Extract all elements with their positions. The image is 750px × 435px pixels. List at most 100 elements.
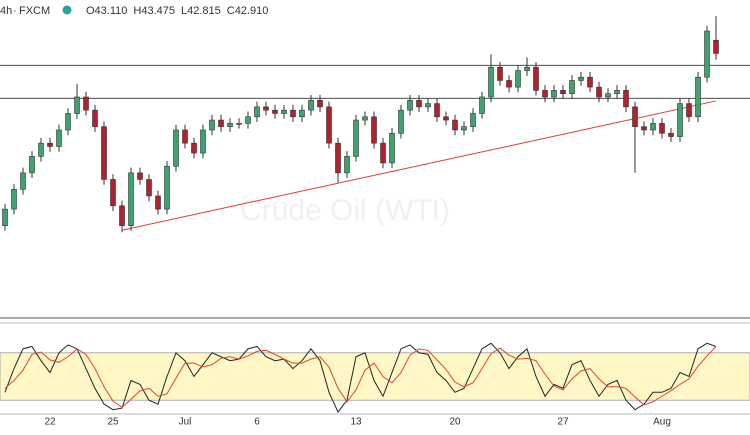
stochastic-line	[4, 346, 717, 408]
candle-body	[2, 208, 8, 226]
candle-body	[281, 109, 287, 114]
candle-body	[407, 99, 413, 111]
candle-body	[173, 129, 179, 167]
candle-body	[56, 129, 62, 147]
candle-body	[101, 126, 107, 180]
interval: 4h	[0, 5, 12, 17]
candle-body	[155, 195, 161, 210]
candle-body	[38, 142, 44, 157]
candle-body	[479, 96, 485, 114]
candle-body	[326, 106, 332, 144]
trendline	[121, 100, 717, 231]
candle-body	[110, 179, 116, 207]
candle-body	[290, 109, 296, 118]
candle-body	[488, 66, 494, 98]
candle-body	[209, 119, 215, 131]
candle-body	[695, 76, 701, 118]
candle-body	[470, 113, 476, 127]
ohlc-value: H43.475	[133, 5, 175, 17]
watermark: Crude Oil (WTI)	[240, 194, 450, 227]
candle-body	[74, 96, 80, 114]
candle-body	[272, 109, 278, 114]
candle-body	[533, 66, 539, 91]
candle-body	[83, 96, 89, 111]
candle-body	[650, 123, 656, 131]
x-tick-label: Aug	[653, 417, 671, 428]
candle-body	[200, 129, 206, 154]
candle-body	[578, 76, 584, 81]
candle-body	[641, 126, 647, 131]
x-tick-label: 25	[107, 417, 119, 428]
candle-body	[434, 103, 440, 118]
candle-body	[551, 90, 557, 98]
candle-body	[137, 172, 143, 180]
candle-body	[263, 106, 269, 111]
candle-body	[659, 123, 665, 134]
candle-body	[713, 39, 719, 54]
x-tick-label: 20	[449, 417, 461, 428]
status-dot[interactable]	[62, 5, 72, 15]
candle-body	[11, 189, 17, 210]
candle-body	[461, 126, 467, 131]
candle-body	[515, 70, 521, 88]
candle-body	[344, 156, 350, 174]
candle-body	[182, 129, 188, 144]
candle-body	[425, 103, 431, 108]
candle-body	[686, 103, 692, 118]
candle-body	[20, 172, 26, 190]
candle-body	[704, 30, 710, 78]
x-tick-label: 6	[254, 417, 260, 428]
candle-body	[29, 156, 35, 174]
candle-body	[335, 142, 341, 174]
candle-body	[236, 123, 242, 125]
x-tick-label: 22	[44, 417, 56, 428]
candle-body	[596, 86, 602, 98]
candle-body	[605, 93, 611, 98]
x-tick-label: Jul	[179, 417, 192, 428]
x-tick-label: 13	[350, 417, 362, 428]
candle-body	[416, 99, 422, 108]
candle-body	[317, 99, 323, 108]
candle-body	[560, 90, 566, 94]
candle-body	[164, 165, 170, 210]
ohlc-value: L42.815	[181, 5, 221, 17]
candle-body	[362, 116, 368, 121]
candle-body	[389, 132, 395, 164]
candle-body	[587, 76, 593, 88]
x-tick-label: 27	[557, 417, 569, 428]
candle-body	[497, 66, 503, 81]
candle-body	[92, 109, 98, 127]
ohlc-value: O43.110	[86, 5, 127, 17]
stochastic-line	[4, 342, 717, 414]
candle-body	[542, 90, 548, 98]
candle-body	[668, 132, 674, 137]
candle-body	[452, 119, 458, 131]
source: FXCM	[19, 5, 50, 17]
candle-body	[677, 103, 683, 137]
candle-body	[569, 80, 575, 94]
candle-body	[353, 119, 359, 157]
candle-body	[218, 119, 224, 127]
candle-body	[614, 90, 620, 94]
candle-body	[623, 90, 629, 108]
candle-body	[245, 116, 251, 124]
candle-body	[47, 142, 53, 147]
separator-dot: ·	[13, 5, 17, 17]
overbought-oversold-band	[0, 352, 750, 401]
candle-body	[308, 99, 314, 111]
candle-body	[398, 109, 404, 134]
candle-body	[371, 116, 377, 144]
candle-body	[119, 205, 125, 226]
candle-body	[524, 66, 530, 71]
candle-body	[443, 116, 449, 121]
candle-body	[65, 113, 71, 131]
candle-body	[146, 179, 152, 197]
candle-body	[506, 80, 512, 88]
candle-body	[128, 172, 134, 226]
candle-body	[299, 109, 305, 118]
candle-body	[632, 106, 638, 127]
candle-body	[191, 142, 197, 154]
candle-body	[254, 106, 260, 118]
candle-body	[227, 123, 233, 127]
